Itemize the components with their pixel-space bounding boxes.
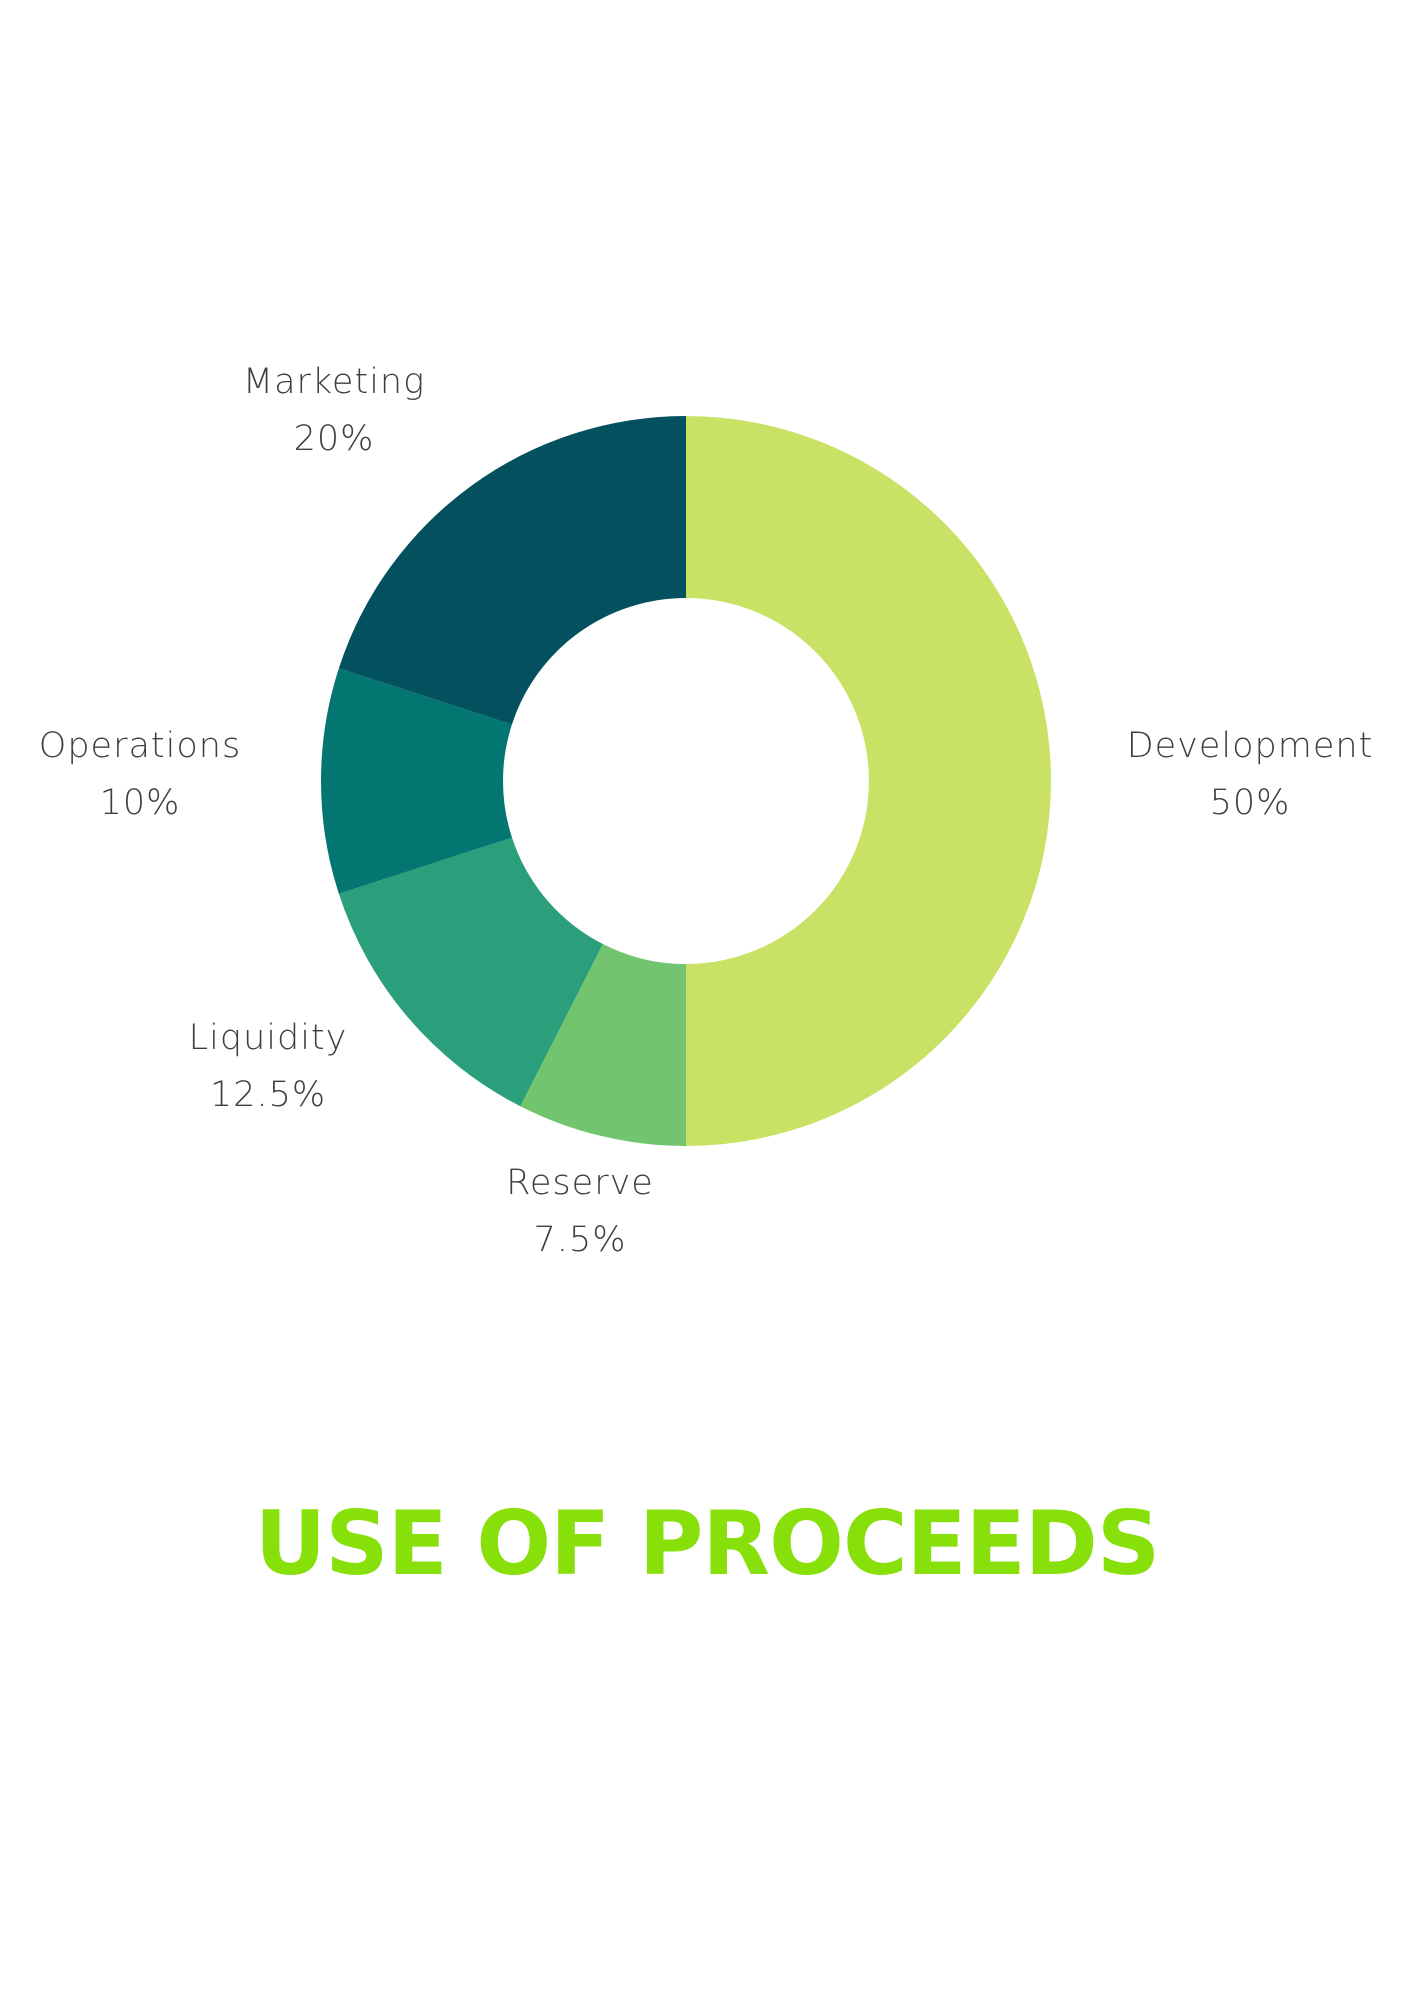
donut-slices xyxy=(321,416,1051,1146)
slice-value-operations: 10% xyxy=(100,783,181,823)
slice-liquidity xyxy=(338,837,603,1107)
slice-reserve xyxy=(520,944,686,1146)
slice-value-marketing: 20% xyxy=(294,419,375,459)
slice-label-operations: Operations xyxy=(39,726,241,766)
slice-labels: Development 50% Reserve 7.5% Liquidity 12.5% O… xyxy=(39,362,1374,1260)
slice-value-liquidity: 12.5% xyxy=(210,1075,326,1115)
slice-label-liquidity: Liquidity xyxy=(189,1018,348,1058)
slice-label-marketing: Marketing xyxy=(243,362,425,402)
slice-marketing xyxy=(338,416,686,725)
slice-development xyxy=(686,416,1051,1146)
slice-label-development: Development xyxy=(1127,726,1374,766)
slice-operations xyxy=(321,668,512,894)
slice-value-reserve: 7.5% xyxy=(534,1220,627,1260)
chart-title: USE OF PROCEEDS xyxy=(254,1492,1160,1595)
slice-label-reserve: Reserve xyxy=(506,1163,654,1203)
slice-value-development: 50% xyxy=(1210,783,1291,823)
